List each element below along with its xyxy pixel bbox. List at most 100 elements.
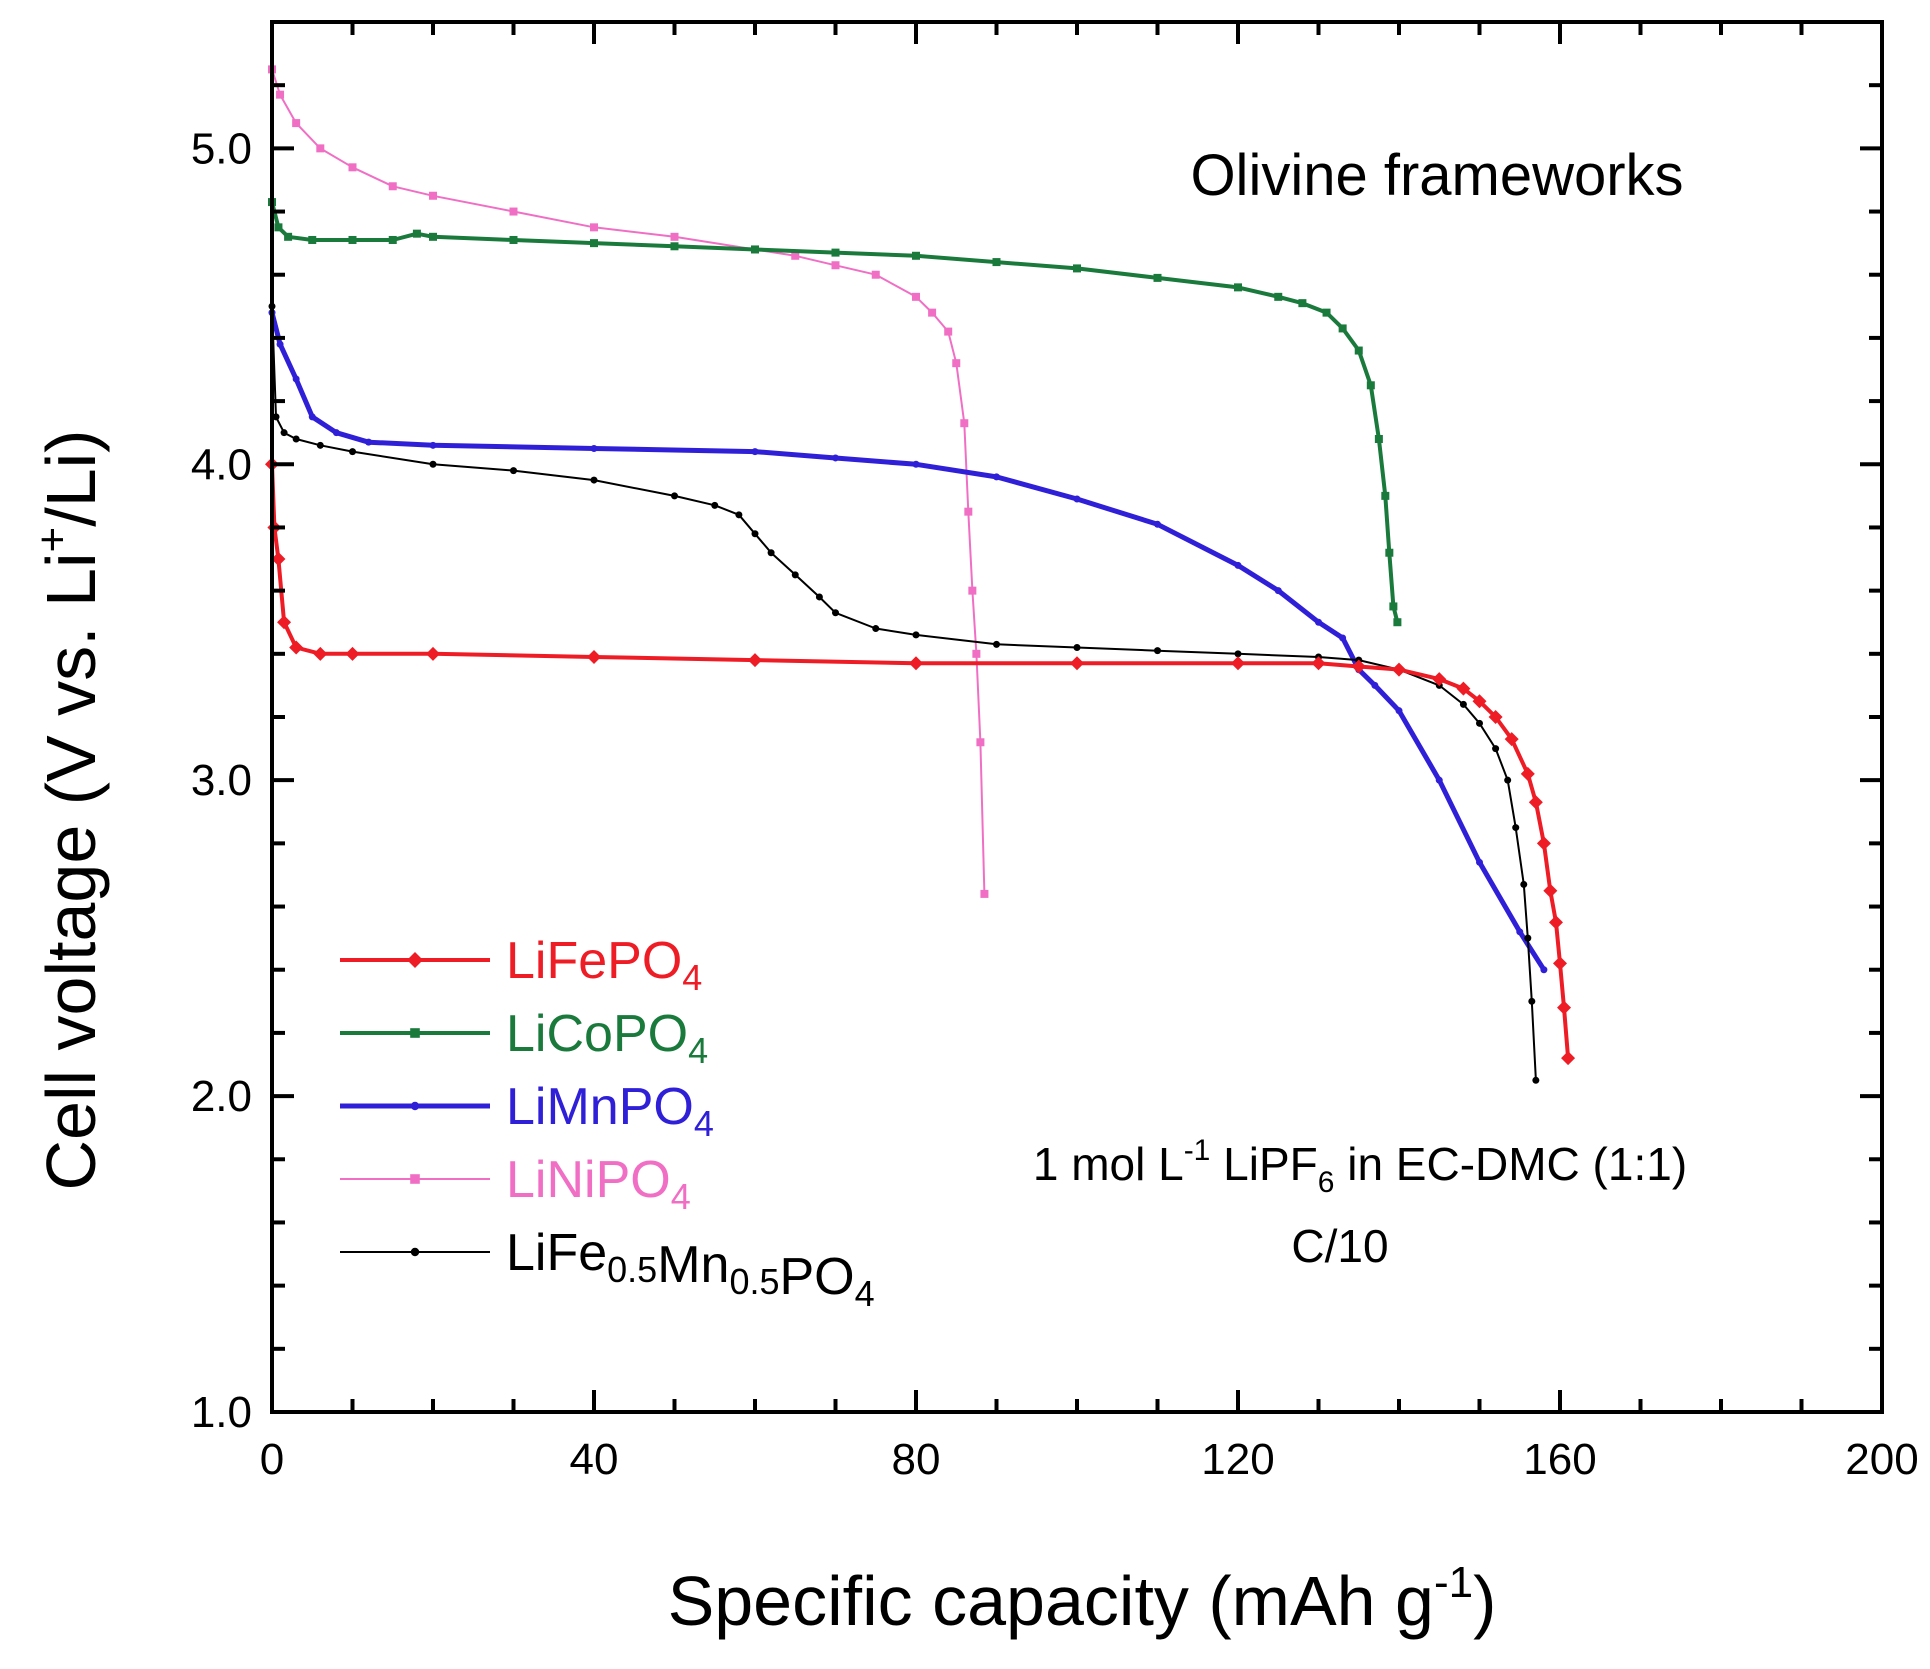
data-point <box>292 435 300 443</box>
data-point <box>1512 824 1520 832</box>
data-point <box>670 232 679 241</box>
data-point <box>590 476 598 484</box>
data-point <box>1274 587 1282 595</box>
legend-label: LiMnPO4 <box>506 1078 714 1144</box>
data-point <box>510 467 517 475</box>
x-tick-label: 40 <box>570 1435 619 1484</box>
data-point <box>1476 719 1483 727</box>
data-point <box>1339 634 1347 642</box>
legend-marker <box>410 1028 420 1038</box>
data-point <box>751 245 759 254</box>
data-point <box>1389 602 1398 611</box>
data-point <box>1476 858 1483 866</box>
data-point <box>590 444 598 452</box>
data-point <box>590 239 598 248</box>
data-point <box>1435 776 1443 784</box>
data-point <box>1561 1051 1576 1066</box>
y-tick-label: 4.0 <box>191 440 252 489</box>
data-point <box>388 182 397 191</box>
data-point <box>316 144 325 153</box>
data-point <box>1311 656 1326 671</box>
legend-label: LiFe0.5Mn0.5PO4 <box>506 1224 875 1314</box>
annotation-title: Olivine frameworks <box>1190 143 1683 208</box>
legend-label: LiFePO4 <box>506 932 702 998</box>
plot-curves <box>265 65 1576 1084</box>
data-point <box>1488 710 1503 724</box>
data-point <box>1374 435 1383 443</box>
legend-label: LiCoPO4 <box>506 1005 708 1071</box>
data-point <box>791 251 800 260</box>
x-tick-label: 160 <box>1523 1435 1596 1484</box>
data-point <box>791 571 799 579</box>
data-point <box>345 646 360 661</box>
legend-item: LiMnPO4 <box>340 1078 714 1144</box>
data-point <box>912 292 920 301</box>
data-point <box>832 609 839 617</box>
data-point <box>289 640 304 655</box>
data-point <box>1492 745 1500 753</box>
data-point <box>1351 659 1366 674</box>
x-tick-label: 0 <box>260 1435 284 1484</box>
data-point <box>280 429 288 437</box>
data-point <box>429 191 437 200</box>
data-point <box>1472 694 1487 709</box>
data-point <box>815 593 823 601</box>
data-point <box>277 615 292 630</box>
series-LiFePO4 <box>265 457 1576 1066</box>
data-point <box>1536 836 1551 851</box>
data-point <box>1371 681 1379 689</box>
data-point <box>1528 997 1536 1005</box>
series-line <box>271 306 1537 1081</box>
data-point <box>1528 795 1543 810</box>
data-point <box>1154 647 1161 655</box>
data-point <box>332 429 340 437</box>
y-tick-label: 1.0 <box>191 1388 252 1437</box>
data-point <box>429 441 437 449</box>
data-point <box>832 454 839 462</box>
data-point <box>831 248 840 257</box>
x-tick-label: 120 <box>1201 1435 1274 1484</box>
data-point <box>308 235 317 244</box>
data-point <box>1432 672 1447 687</box>
data-point <box>972 649 981 658</box>
series-LiMnPO4 <box>268 309 1548 974</box>
annotation-rate: C/10 <box>1291 1220 1388 1272</box>
data-point <box>1073 644 1081 651</box>
data-point <box>1366 381 1375 390</box>
data-point <box>751 448 759 456</box>
data-point <box>1543 883 1558 898</box>
data-point <box>429 232 437 241</box>
data-point <box>1234 650 1242 658</box>
legend-label: LiNiPO4 <box>506 1151 691 1217</box>
data-point <box>1504 732 1519 747</box>
data-point <box>1557 1000 1572 1015</box>
data-point <box>872 625 880 633</box>
data-point <box>509 207 518 216</box>
data-point <box>735 511 743 519</box>
data-point <box>993 640 1000 648</box>
data-point <box>1520 880 1528 888</box>
data-point <box>1395 707 1403 715</box>
data-point <box>1234 561 1242 569</box>
data-point <box>751 530 759 538</box>
data-point <box>274 223 283 232</box>
data-point <box>272 413 280 421</box>
data-point <box>313 646 328 661</box>
data-point <box>1381 491 1390 500</box>
data-point <box>276 90 285 99</box>
data-point <box>388 235 397 244</box>
data-point <box>1524 934 1532 942</box>
legend-marker <box>410 1101 420 1111</box>
data-point <box>348 163 357 172</box>
data-point <box>271 552 286 567</box>
data-point <box>748 653 762 668</box>
data-point <box>670 242 679 251</box>
data-point <box>1456 681 1471 696</box>
data-point <box>509 235 518 244</box>
data-point <box>1459 700 1467 708</box>
legend-marker <box>410 1174 420 1184</box>
data-point <box>587 649 601 664</box>
data-point <box>1540 966 1548 974</box>
